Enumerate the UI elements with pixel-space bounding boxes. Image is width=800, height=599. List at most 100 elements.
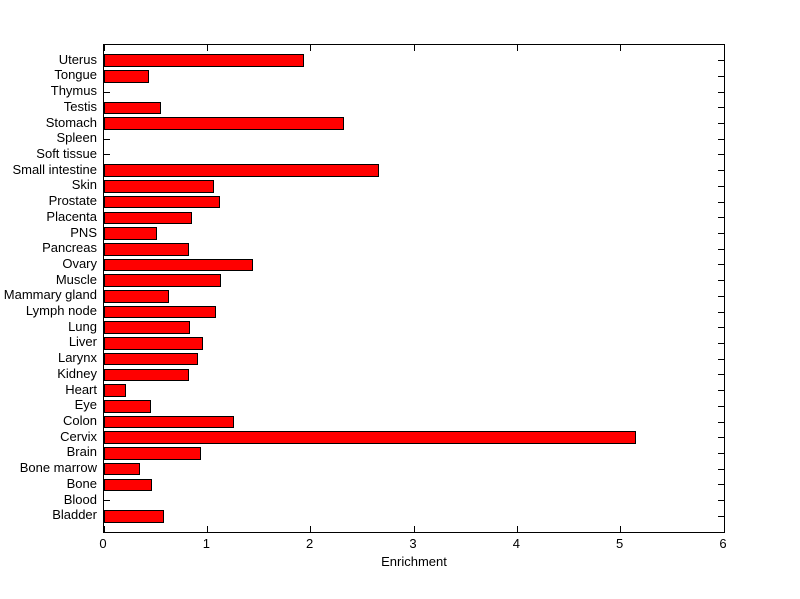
- x-axis-tick-top: [620, 45, 622, 51]
- y-axis-tick-right: [718, 311, 724, 313]
- x-axis-tick-top: [723, 45, 725, 51]
- y-tick-label: Bone: [66, 475, 97, 491]
- x-axis-tick: [723, 526, 725, 532]
- y-axis-tick-right: [718, 295, 724, 297]
- x-axis-tick-top: [516, 45, 518, 51]
- y-tick-label: Kidney: [57, 365, 97, 381]
- y-axis-tick-right: [718, 91, 724, 93]
- y-axis-tick-right: [718, 170, 724, 172]
- bar: [104, 290, 170, 303]
- y-tick-label: Ovary: [62, 255, 97, 271]
- bar: [104, 447, 202, 460]
- y-tick-label: Skin: [71, 177, 97, 193]
- x-axis-tick: [310, 526, 312, 532]
- x-axis-tick: [103, 526, 105, 532]
- y-tick-label: Cervix: [60, 428, 97, 444]
- y-axis-tick-right: [718, 185, 724, 187]
- y-axis-tick-right: [718, 154, 724, 156]
- bar: [104, 164, 379, 177]
- y-axis-tick-right: [718, 390, 724, 392]
- x-tick-label: 2: [306, 536, 314, 551]
- y-axis-tick-right: [718, 75, 724, 77]
- y-tick-label: Bone marrow: [19, 460, 97, 476]
- y-axis-tick-right: [718, 421, 724, 423]
- bar: [104, 337, 204, 350]
- x-axis-tick-top: [413, 45, 415, 51]
- bar: [104, 305, 216, 319]
- plot-area: [103, 44, 725, 533]
- x-axis-title: Enrichment: [381, 554, 447, 569]
- y-tick-label: PNS: [70, 224, 97, 240]
- x-tick-label: 1: [202, 536, 210, 551]
- y-axis-tick-right: [718, 217, 724, 219]
- y-axis-tick-right: [718, 484, 724, 486]
- x-axis-tick: [620, 526, 622, 532]
- y-axis-tick-right: [718, 248, 724, 250]
- bar: [104, 227, 157, 240]
- y-tick-label: Heart: [65, 381, 97, 397]
- y-tick-label: Thymus: [50, 83, 97, 99]
- y-axis-tick-right: [718, 233, 724, 235]
- bar: [104, 211, 192, 225]
- y-axis-tick-right: [718, 358, 724, 360]
- y-tick-label: Larynx: [57, 350, 97, 366]
- bar: [104, 117, 344, 130]
- bar: [104, 478, 152, 492]
- y-axis-labels: Uterus Tongue Thymus Testis Stomach Spleen Sof…: [0, 44, 97, 533]
- bar: [104, 368, 189, 382]
- y-axis-tick: [104, 138, 110, 140]
- y-tick-label: Brain: [66, 444, 97, 460]
- bar: [104, 180, 214, 193]
- y-axis-tick-right: [718, 374, 724, 376]
- y-axis-tick-right: [718, 515, 724, 517]
- y-tick-label: Tongue: [54, 67, 97, 83]
- y-axis-tick-right: [718, 500, 724, 502]
- x-axis-tick: [206, 526, 208, 532]
- bar: [104, 101, 161, 115]
- x-tick-label: 3: [409, 536, 417, 551]
- bar: [104, 384, 126, 397]
- y-axis-tick-right: [718, 264, 724, 266]
- y-tick-label: Soft tissue: [36, 145, 97, 161]
- y-axis-tick-right: [718, 342, 724, 344]
- y-axis-tick: [104, 154, 110, 156]
- bar: [104, 352, 199, 366]
- x-tick-label: 6: [719, 536, 727, 551]
- bar: [104, 195, 220, 209]
- y-tick-label: Muscle: [55, 271, 97, 287]
- bar: [104, 70, 150, 83]
- y-axis-tick-right: [718, 437, 724, 439]
- x-tick-label: 0: [99, 536, 107, 551]
- y-axis-tick: [104, 91, 110, 93]
- y-axis-tick-right: [718, 201, 724, 203]
- x-tick-label: 5: [616, 536, 624, 551]
- bar: [104, 242, 189, 256]
- y-tick-label: Bladder: [52, 507, 97, 523]
- y-tick-label: Uterus: [58, 51, 97, 67]
- y-axis-tick-right: [718, 452, 724, 454]
- y-axis-tick-right: [718, 405, 724, 407]
- x-axis-tick: [413, 526, 415, 532]
- y-tick-label: Eye: [74, 397, 97, 413]
- y-tick-label: Colon: [63, 413, 97, 429]
- bar: [104, 258, 253, 272]
- bar: [104, 321, 190, 335]
- x-axis-labels: 0 1 2 3 4 5 6: [99, 536, 727, 552]
- y-tick-label: Testis: [63, 98, 97, 114]
- y-tick-label: Small intestine: [12, 161, 97, 177]
- y-tick-label: Placenta: [46, 208, 97, 224]
- x-axis-tick-top: [103, 45, 105, 51]
- y-tick-label: Lung: [68, 318, 97, 334]
- x-axis-tick-top: [206, 45, 208, 51]
- y-tick-label: Lymph node: [25, 303, 97, 319]
- bar: [104, 400, 151, 413]
- bar: [104, 462, 141, 476]
- y-axis-tick: [104, 500, 110, 502]
- y-tick-label: Spleen: [56, 130, 97, 146]
- y-tick-label: Liver: [68, 334, 97, 350]
- y-axis-tick-right: [718, 60, 724, 62]
- bar: [104, 415, 235, 429]
- y-axis-tick-right: [718, 123, 724, 125]
- y-tick-label: Stomach: [45, 114, 97, 130]
